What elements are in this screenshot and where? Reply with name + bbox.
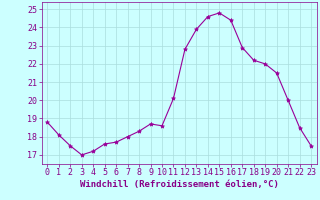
X-axis label: Windchill (Refroidissement éolien,°C): Windchill (Refroidissement éolien,°C): [80, 180, 279, 189]
